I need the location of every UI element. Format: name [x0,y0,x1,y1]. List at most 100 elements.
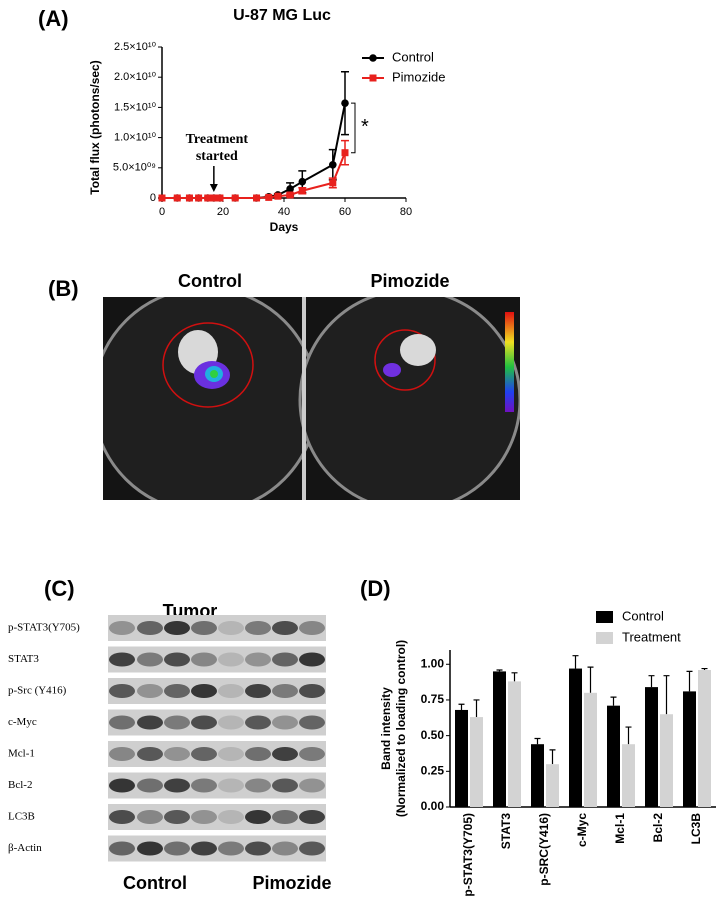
blot-band [109,810,135,824]
error-bar [549,749,556,765]
blot-band [245,810,271,824]
legend-swatch [596,611,613,623]
x-tick-label: 40 [278,206,290,218]
legend-marker [369,74,377,82]
legend-swatch [596,632,613,644]
y-tick-label: 2.5×10¹⁰ [114,41,157,53]
blot-band [245,747,271,761]
marker [298,177,307,186]
annotation: started [196,149,238,164]
legend-label: Control [622,608,664,623]
group-label: Pimozide [252,873,331,893]
blot-band [272,715,298,730]
signal [383,363,401,377]
image-label: Pimozide [370,271,449,291]
blot-band [272,841,298,856]
color-scale [505,312,514,412]
marker [329,160,337,169]
blot-band [164,810,190,824]
blot-band [191,747,217,761]
y-tick-label: 5.0×10⁰⁹ [113,162,156,174]
marker [265,193,273,201]
western-blot: p-STAT3(Y705) STAT3 p-Src (Y416) c-Myc Mcl-1… [8,615,326,862]
error-bar [458,703,465,710]
blot-row-label: p-Src (Y416) [8,685,67,697]
blot-band [245,715,271,730]
x-axis-label: Days [270,220,299,234]
blot-band [299,841,325,856]
panel-label: (A) [38,6,69,31]
chart-title: U-87 MG Luc [233,7,331,24]
x-tick-label: Mcl-1 [613,813,627,844]
marker [298,187,306,195]
bar [660,714,673,807]
y-tick-label: 0.50 [421,728,445,742]
roi [162,322,254,408]
blot-band [109,652,135,667]
bar [645,687,658,807]
marker [286,191,294,199]
x-tick-label: c-Myc [575,813,589,847]
legend-label: Control [392,49,434,64]
error-bar [625,726,632,745]
blot-band [245,778,271,793]
blot-band [272,778,298,793]
bar [584,692,597,807]
blot-band [137,778,163,793]
blot-band [164,652,190,667]
y-axis-label: (Normalized to loading control) [394,640,408,817]
x-tick-label: 20 [217,206,229,218]
blot-band [137,715,163,730]
blot-band [245,652,271,667]
blot-row-label: Mcl-1 [8,748,35,760]
marker [231,194,239,202]
marker [158,194,166,202]
y-axis-label: Band intensity [379,687,393,770]
y-tick-label: 1.5×10¹⁰ [114,101,157,113]
blot-row-label: STAT3 [8,653,39,665]
blot-band [272,810,298,824]
legend-label: Pimozide [392,69,445,84]
marker [341,99,349,107]
blot-band [218,778,244,793]
blot-band [218,621,244,635]
blot-band [299,778,325,793]
x-tick-label: 60 [339,206,351,218]
blot-band [218,652,244,667]
error-bar [496,669,503,672]
blot-band [109,778,135,793]
blot-band [299,810,325,824]
y-tick-label: 0.75 [421,692,445,706]
error-bar [701,667,708,670]
blot-band [164,841,190,856]
blot-band [272,747,298,761]
x-tick-label: Bcl-2 [651,813,665,843]
marker [204,194,212,202]
group-label: Control [123,873,187,893]
legend-label: Treatment [622,629,681,644]
significance-bracket [351,102,356,154]
blot-band [137,810,163,824]
blot-band [191,715,217,730]
image-label: Control [178,271,242,291]
divider [302,297,306,500]
blot-row-label: c-Myc [8,716,37,728]
blot-row-label: Bcl-2 [8,779,32,791]
marker [210,194,218,202]
blot-band [272,652,298,667]
blot-band [109,715,135,730]
bar [493,671,506,807]
bar [607,705,620,807]
x-tick-label: STAT3 [499,813,513,850]
marker [253,194,261,202]
x-tick-label: p-STAT3(Y705) [461,813,475,897]
bar [569,668,582,807]
blot-band [137,841,163,856]
blot-band [191,778,217,793]
bar [698,669,711,807]
roi [374,329,436,391]
legend-marker [369,54,377,62]
blot-band [218,841,244,856]
dish [103,297,319,500]
